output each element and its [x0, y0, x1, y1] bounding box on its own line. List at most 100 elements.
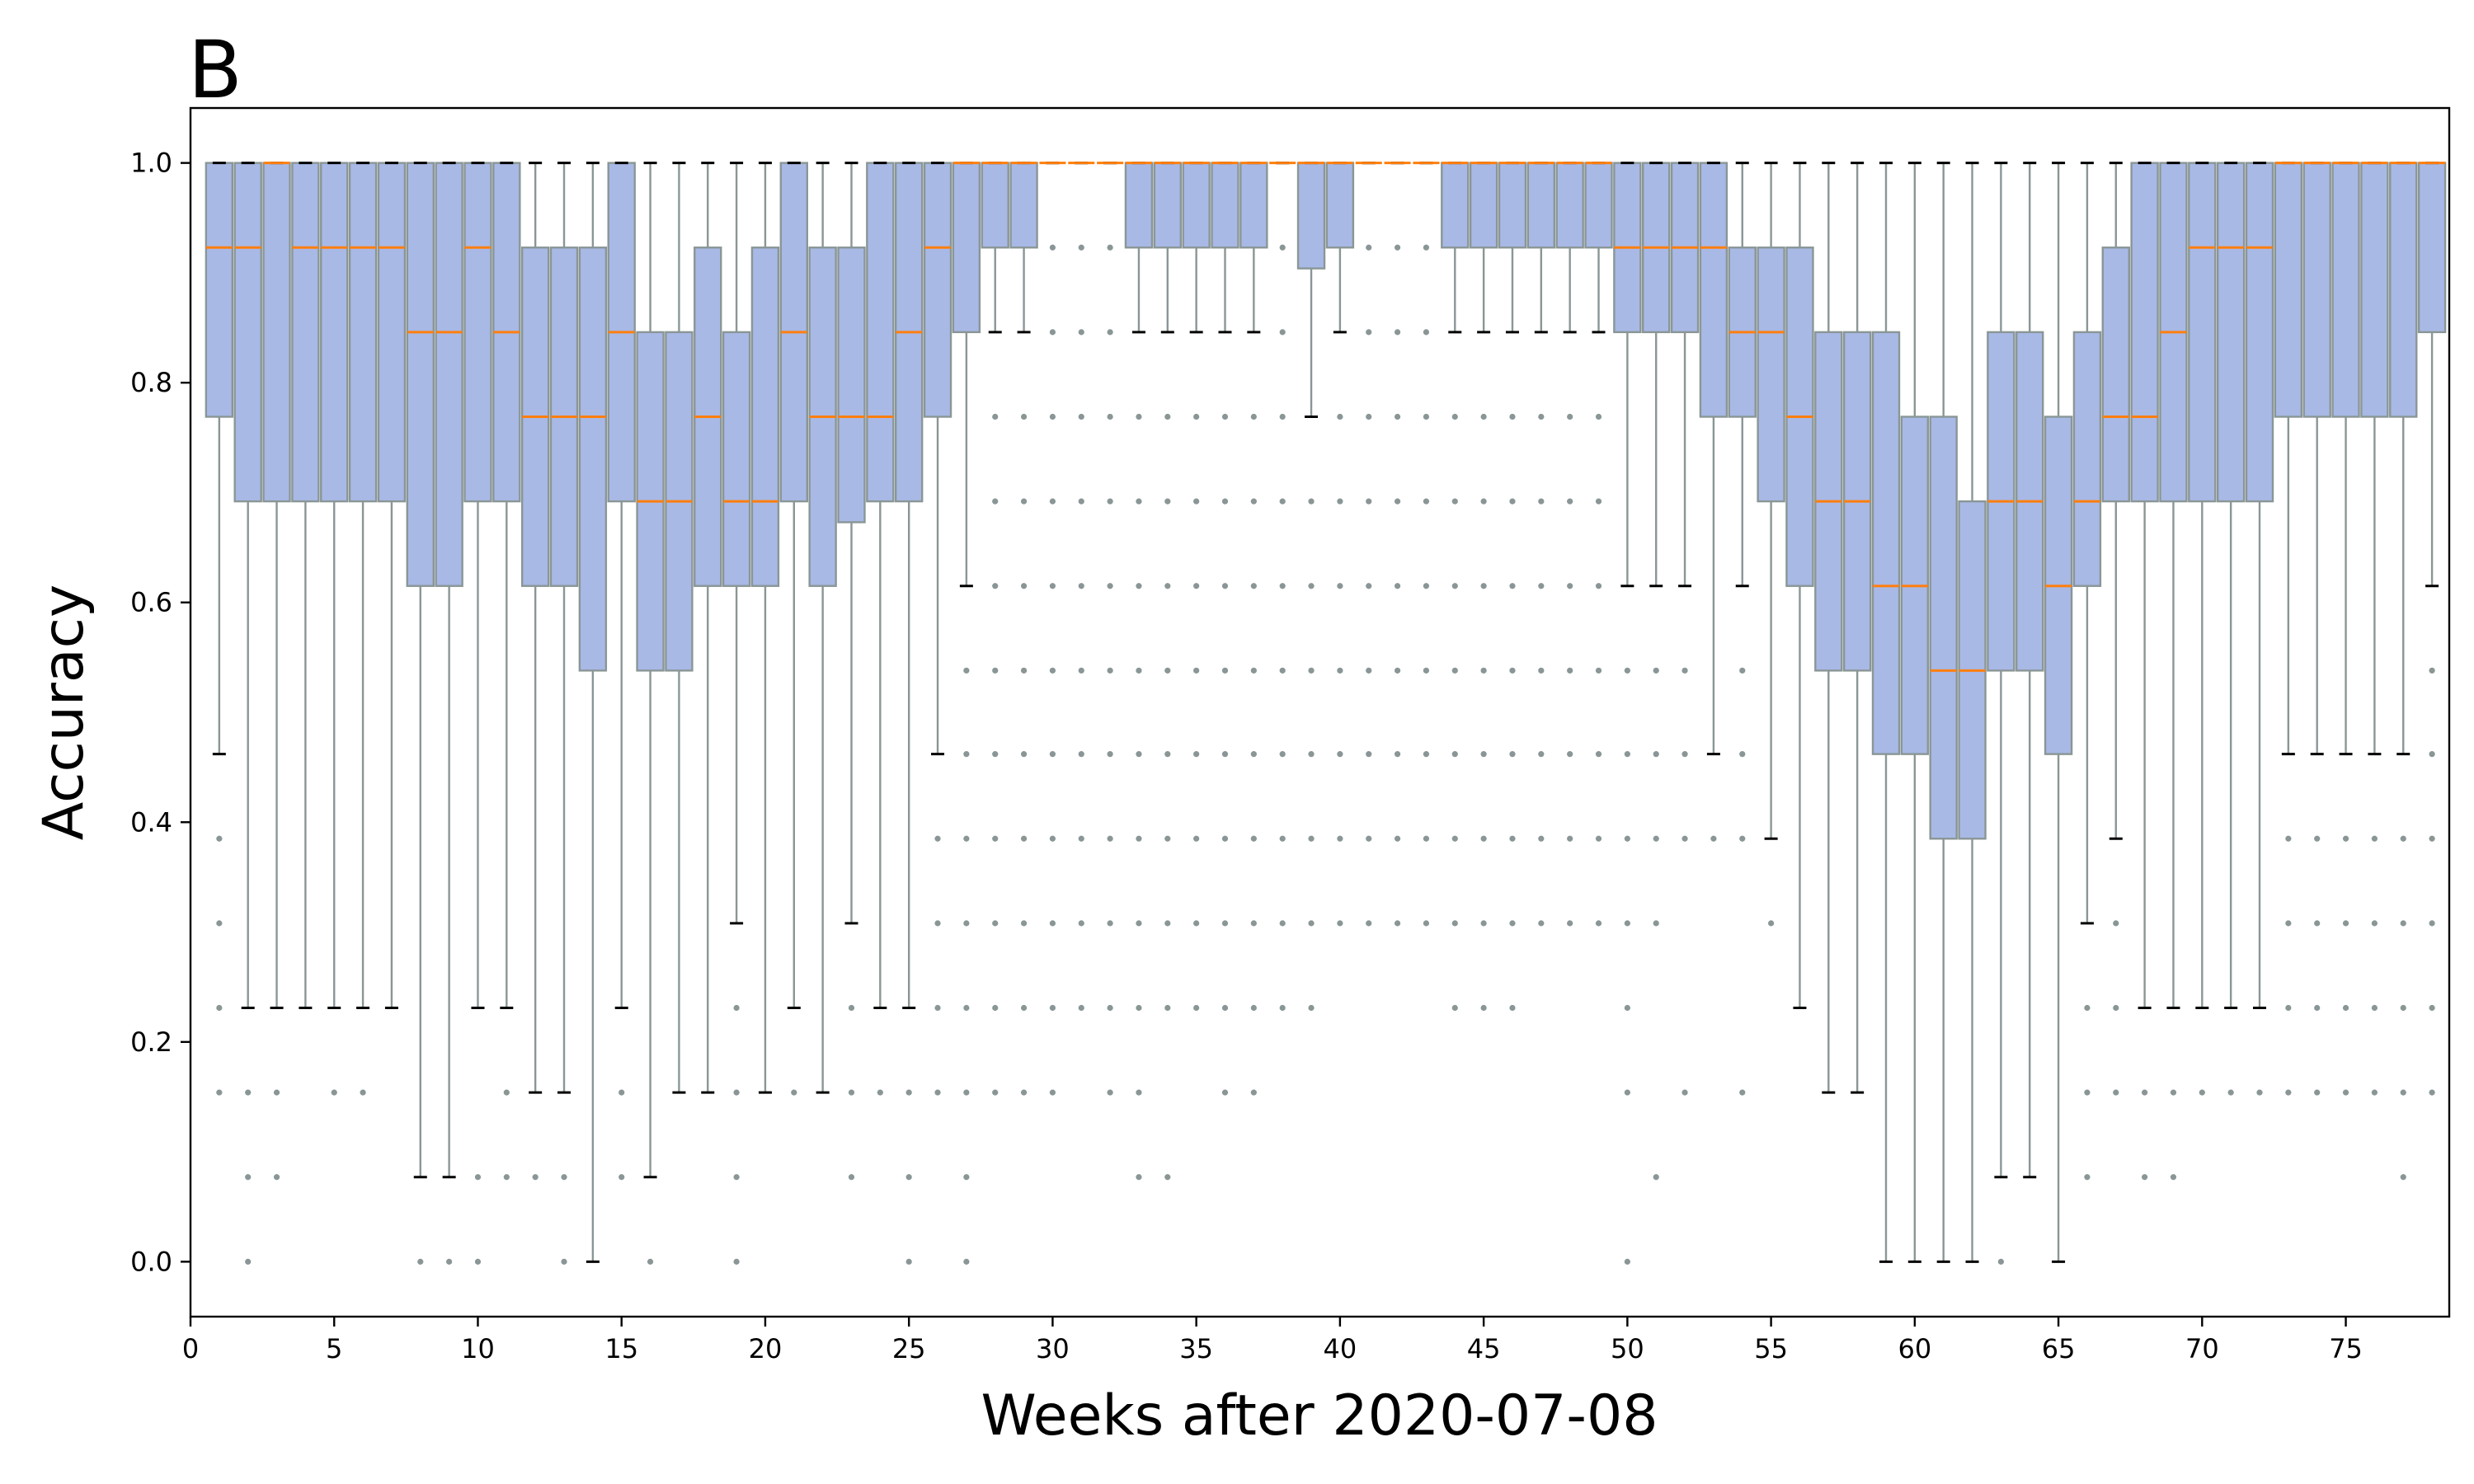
outlier-point — [1595, 920, 1602, 927]
box-iqr — [981, 162, 1009, 249]
x-tick-label: 65 — [2042, 1333, 2076, 1364]
outlier-point — [2084, 1089, 2091, 1096]
box-iqr — [2072, 331, 2102, 587]
outlier-point — [1164, 583, 1171, 589]
box-week-15 — [607, 162, 636, 1181]
outlier-point — [2113, 1089, 2119, 1096]
box-week-30 — [1039, 162, 1066, 1096]
box-iqr — [1441, 162, 1470, 249]
box-week-68 — [2130, 162, 2159, 1181]
outlier-point — [934, 1089, 941, 1096]
y-tick-label: 0.0 — [130, 1246, 172, 1277]
outlier-point — [1480, 498, 1487, 505]
box-week-21 — [779, 162, 808, 1096]
x-tick-label: 50 — [1611, 1333, 1644, 1364]
outlier-point — [1250, 920, 1257, 927]
outlier-point — [1653, 920, 1659, 927]
outlier-point — [1221, 1089, 1229, 1096]
y-tick-label: 0.2 — [130, 1026, 172, 1058]
box-week-4 — [291, 162, 320, 1010]
box-week-56 — [1785, 162, 1814, 1010]
box-iqr — [1498, 162, 1527, 249]
y-tick-label: 0.8 — [130, 367, 172, 398]
x-tick-label: 70 — [2185, 1333, 2219, 1364]
outlier-point — [1451, 835, 1458, 842]
outlier-point — [2342, 1004, 2349, 1012]
box-week-50 — [1613, 162, 1642, 1265]
outlier-point — [1567, 920, 1573, 927]
box-week-49 — [1584, 162, 1613, 927]
x-tick-label: 25 — [892, 1333, 926, 1364]
box-iqr — [1153, 162, 1183, 249]
outlier-point — [503, 1174, 510, 1181]
x-tick-label: 0 — [182, 1333, 199, 1364]
outlier-point — [2429, 1089, 2435, 1096]
outlier-point — [1451, 1004, 1458, 1012]
outlier-point — [1020, 751, 1028, 758]
outlier-point — [1394, 413, 1401, 420]
outlier-point — [1049, 498, 1056, 505]
outlier-point — [1366, 920, 1372, 927]
outlier-point — [1423, 835, 1430, 842]
outlier-point — [1624, 920, 1630, 927]
outlier-point — [446, 1258, 453, 1265]
box-iqr — [1239, 162, 1268, 249]
outlier-point — [1164, 667, 1171, 674]
box-week-76 — [2360, 162, 2389, 1096]
box-iqr — [291, 162, 320, 503]
box-iqr — [463, 162, 492, 503]
outlier-point — [2142, 1174, 2148, 1181]
box-week-12 — [520, 162, 550, 1181]
outlier-point — [2400, 835, 2406, 842]
x-tick-label: 15 — [604, 1333, 638, 1364]
outlier-point — [1681, 835, 1688, 842]
outlier-point — [1279, 835, 1286, 842]
outlier-point — [1337, 498, 1343, 505]
outlier-point — [1107, 835, 1113, 842]
box-iqr — [320, 162, 349, 503]
box-iqr — [1555, 162, 1584, 249]
outlier-point — [1653, 1174, 1659, 1181]
outlier-point — [1020, 667, 1028, 674]
outlier-point — [1768, 920, 1775, 927]
outlier-point — [1567, 667, 1573, 674]
box-iqr — [1182, 162, 1211, 249]
outlier-point — [1366, 751, 1372, 758]
outlier-point — [1509, 920, 1516, 927]
outlier-point — [1366, 667, 1372, 674]
outlier-point — [245, 1174, 252, 1181]
outlier-point — [1739, 835, 1746, 842]
outlier-point — [1394, 835, 1401, 842]
outlier-point — [561, 1174, 567, 1181]
box-week-73 — [2274, 162, 2303, 1096]
outlier-point — [1653, 667, 1659, 674]
outlier-point — [1997, 1258, 2004, 1265]
x-tick-label: 45 — [1467, 1333, 1501, 1364]
outlier-point — [934, 920, 941, 927]
outlier-point — [1164, 920, 1171, 927]
outlier-point — [2314, 1004, 2321, 1012]
outlier-point — [1221, 1004, 1229, 1012]
outlier-point — [992, 1004, 999, 1012]
outlier-point — [1164, 1004, 1171, 1012]
outlier-point — [1480, 1004, 1487, 1012]
outlier-point — [1337, 583, 1343, 589]
outlier-point — [963, 1004, 970, 1012]
box-week-6 — [348, 162, 378, 1096]
box-iqr — [2188, 162, 2217, 503]
outlier-point — [1078, 413, 1084, 420]
outlier-point — [1451, 413, 1458, 420]
box-week-43 — [1413, 162, 1440, 927]
box-week-36 — [1211, 162, 1239, 1096]
outlier-point — [417, 1258, 424, 1265]
outlier-point — [963, 1174, 970, 1181]
outlier-point — [992, 920, 999, 927]
box-week-10 — [463, 162, 492, 1265]
outlier-point — [1308, 667, 1315, 674]
box-week-52 — [1670, 162, 1700, 1096]
outlier-point — [1049, 1004, 1056, 1012]
outlier-point — [2170, 1174, 2177, 1181]
outlier-point — [1595, 583, 1602, 589]
outlier-point — [791, 1089, 797, 1096]
box-iqr — [1124, 162, 1154, 249]
